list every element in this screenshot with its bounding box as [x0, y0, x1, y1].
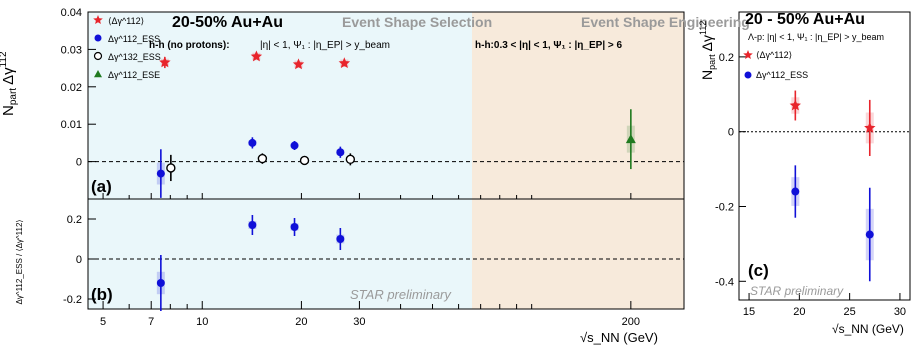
panel-c-tag: (c): [748, 261, 769, 280]
panel-c-s0-point-marker: [864, 121, 876, 133]
panel-b-xtick-label: 7: [148, 316, 154, 328]
panel-b-point-marker: [156, 279, 165, 287]
panel-b-xtick-label: 10: [196, 316, 208, 328]
event-shape-bands: [88, 12, 684, 309]
panel-a-s1-point-marker: [336, 148, 345, 157]
legend-left: ⟨Δγ^112⟩ Δγ^112_ESS Δγ^132_ESS Δγ^112_ESE: [93, 15, 161, 80]
panel-b-point-marker: [290, 223, 299, 231]
panel-a-ytick-label: 0.04: [61, 7, 82, 19]
data-marks: [156, 50, 876, 311]
panel-a-s3-point-marker: [625, 134, 636, 144]
axis-ticks: 00.010.020.030.04-0.200.25 7 10 20 30 200-0.4…: [61, 7, 910, 328]
preliminary-label-right: STAR preliminary: [750, 284, 844, 298]
legend-left-label: Δγ^132_ESS: [108, 52, 161, 62]
ess-cut-detail: |η| < 1, Ψ₁ : |η_EP| > y_beam: [260, 40, 390, 51]
panel-a-ytick-label: 0.01: [61, 119, 82, 131]
panel-a-ytick-label: 0.03: [61, 44, 82, 56]
panel-c-s1-point-marker: [865, 230, 874, 239]
panel-a-ytick-label: 0: [76, 157, 82, 169]
legend-right-label: ⟨Δγ^112⟩: [756, 50, 792, 60]
panel-b-xlabel: √s_NN (GeV): [580, 330, 658, 345]
panel-a-s2-point-marker: [257, 153, 268, 164]
panel-c-xlabel: √s_NN (GeV): [832, 322, 904, 336]
ess-region-label: Event Shape Selection: [342, 14, 492, 30]
legend-star-icon: [93, 15, 103, 24]
panel-a-tag: (a): [91, 177, 112, 196]
panel-b-xtick-label: 5: [100, 316, 106, 328]
panel-b-ytick-label: 0.2: [67, 214, 82, 226]
legend-star-icon: [743, 50, 753, 59]
panel-c-s0-point-marker: [789, 99, 801, 111]
panel-c-ytick-label: -0.2: [715, 201, 734, 213]
preliminary-label-left: STAR preliminary: [350, 287, 452, 302]
panel-a-s1-point-marker: [156, 169, 165, 178]
panel-a-ylabel: NpartΔγ112: [0, 51, 19, 116]
panel-a-s2-point-marker: [166, 163, 176, 173]
panel-c-s1-point-marker: [791, 187, 800, 196]
panel-b-frame: [87, 198, 685, 310]
ese-band: [472, 12, 684, 309]
legend-triangle-icon: [94, 70, 102, 78]
panel-c-xtick-label: 30: [894, 306, 906, 318]
panel-b-tag: (b): [91, 285, 113, 304]
panel-a-s0-point-marker: [159, 56, 171, 68]
panel-c-xtick-label: 15: [743, 306, 755, 318]
legend-dot-icon: [744, 71, 752, 79]
ese-cut-label: h-h:0.3 < |η| < 1, Ψ₁ : |η_EP| > 6: [475, 40, 623, 51]
panel-a-s2-point-marker: [345, 154, 356, 165]
panel-c-ytick-label: -0.4: [715, 276, 734, 288]
panel-c-frame: [738, 11, 911, 301]
panel-a-s1-point-marker: [248, 138, 257, 147]
panel-a-title: 20-50% Au+Au: [172, 14, 283, 31]
panel-c-title: 20 - 50% Au+Au: [745, 11, 865, 28]
legend-left-label: Δγ^112_ESE: [108, 70, 160, 80]
panel-a-ytick-label: 0.02: [61, 82, 82, 94]
legend-left-label: Δγ^112_ESS: [108, 34, 160, 44]
panel-b-xtick-label: 30: [353, 316, 365, 328]
panel-c-xtick-label: 25: [844, 306, 856, 318]
ese-region-label: Event Shape Engineering: [581, 14, 750, 30]
legend-open-circle-icon: [93, 51, 103, 61]
ess-cut-label: h-h (no protons):: [149, 40, 230, 51]
legend-right: ⟨Δγ^112⟩ Δγ^112_ESS: [743, 50, 808, 80]
panel-a-s0-point-marker: [292, 58, 305, 70]
panel-b-ylabel: Δγ^112_ESS / ⟨Δγ^112⟩: [15, 219, 24, 304]
panel-b-ytick-label: -0.2: [63, 294, 82, 306]
panel-c-ytick-label: 0.2: [719, 52, 734, 64]
panel-b-ytick-label: 0: [76, 254, 82, 266]
panel-c-ytick-label: 0: [728, 127, 734, 139]
panel-a-s1-point-marker: [290, 141, 299, 150]
panel-b-point-marker: [248, 221, 257, 229]
legend-right-label: Δγ^112_ESS: [756, 70, 808, 80]
panel-a-s0-point-marker: [250, 50, 263, 62]
panel-c-xtick-label: 20: [793, 306, 805, 318]
panel-b-point-marker: [336, 235, 345, 243]
panel-c-ylabel: NpartΔγ112: [698, 21, 717, 80]
panel-b-xtick-label: 20: [295, 316, 307, 328]
panel-a-s2-point-marker: [299, 155, 310, 166]
legend-dot-icon: [94, 34, 102, 42]
panel-c-cut: Λ-p: |η| < 1, Ψ₁ : |η_EP| > y_beam: [748, 32, 884, 42]
legend-left-label: ⟨Δγ^112⟩: [108, 16, 144, 26]
panel-a-s0-point-marker: [338, 57, 351, 69]
panel-b-xtick-label: 200: [622, 316, 640, 328]
